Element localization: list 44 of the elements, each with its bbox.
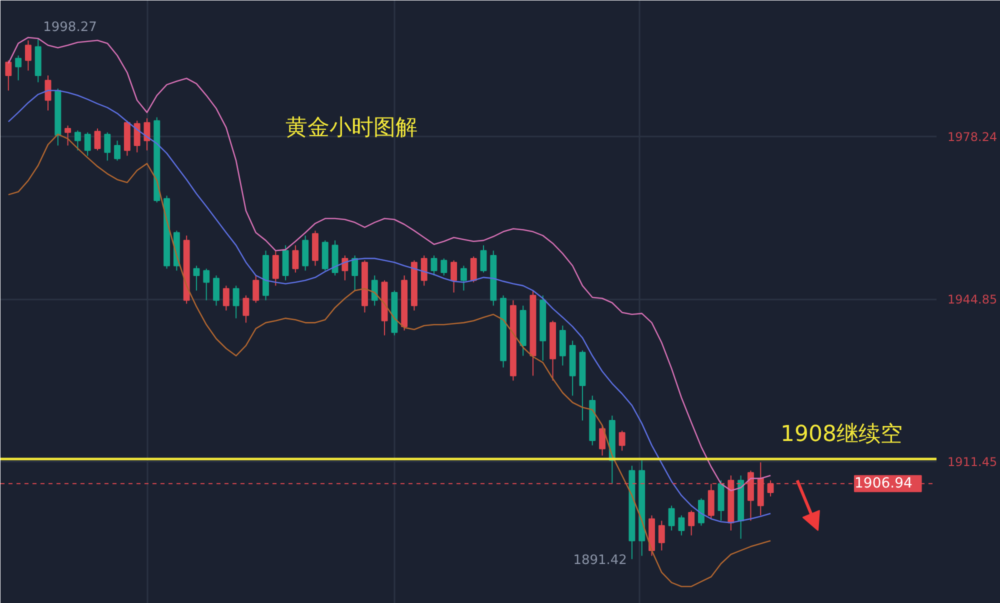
candlestick xyxy=(688,510,695,536)
candlestick xyxy=(213,274,220,306)
candlestick xyxy=(678,514,685,536)
candlestick xyxy=(430,255,438,276)
text: 黄金小时图解 xyxy=(286,116,418,140)
candlestick xyxy=(470,256,477,283)
candlestick xyxy=(420,255,428,286)
ref-line-label: 1908继续空 xyxy=(780,422,902,447)
candlestick xyxy=(84,132,91,156)
candlestick xyxy=(252,274,260,304)
candlestick xyxy=(658,520,665,551)
candlestick xyxy=(24,40,32,72)
candlestick xyxy=(668,505,675,531)
annotation: 1998.27 xyxy=(43,20,97,36)
candlestick xyxy=(450,260,458,294)
ref-line-label: 1906.94 xyxy=(854,476,912,492)
candlestick xyxy=(134,120,140,153)
candlestick xyxy=(15,54,22,81)
y-tick-label: 1978.24 xyxy=(948,130,998,144)
candlestick xyxy=(460,265,467,292)
candlestick xyxy=(203,268,210,301)
candlestick xyxy=(342,255,348,281)
candlestick xyxy=(272,250,279,286)
candlestick xyxy=(480,244,487,274)
candlestick xyxy=(371,274,378,306)
candlestick xyxy=(292,244,299,274)
candlestick xyxy=(599,424,606,456)
candlestick xyxy=(352,255,358,292)
y-tick-label: 1944.85 xyxy=(948,292,998,307)
candlestick xyxy=(440,258,448,276)
candlestick xyxy=(232,285,240,319)
candlestick xyxy=(618,430,626,452)
candlestick xyxy=(74,130,81,151)
candlestick xyxy=(698,498,704,526)
candlestick xyxy=(193,265,200,292)
candlestick xyxy=(222,285,230,312)
candlestick xyxy=(5,60,12,92)
candlestick xyxy=(64,125,72,146)
annotation: 1891.42 xyxy=(573,553,627,568)
candlestick xyxy=(94,128,101,151)
candlestick xyxy=(242,294,250,324)
y-tick-label: 1911.45 xyxy=(948,455,998,470)
candlestick xyxy=(104,132,111,162)
candlestick xyxy=(114,140,121,162)
